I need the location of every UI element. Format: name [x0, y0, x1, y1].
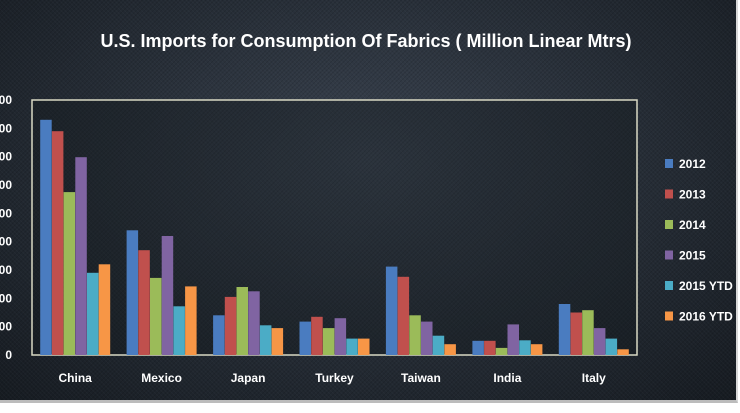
bar-china-2014 [63, 192, 76, 355]
bar-italy-2015-ytd [605, 338, 618, 355]
legend-entry: 2014 [679, 218, 706, 232]
bar-india-2015-ytd [519, 340, 531, 355]
y-axis: 0 100 200 300 400 500 600 700 800 900 [0, 93, 12, 362]
legend-swatch [665, 159, 673, 168]
bar-mexico-2016-ytd [185, 286, 197, 355]
bar-turkey-2016-ytd [358, 338, 370, 355]
bar-italy-2012 [558, 304, 571, 355]
bar-china-2013 [51, 131, 64, 355]
bar-taiwan-2015-ytd [432, 335, 445, 355]
bar-china-2012 [40, 119, 52, 355]
bar-taiwan-2012 [385, 266, 398, 355]
bar-turkey-2014 [322, 328, 335, 355]
legend-entry: 2015 [679, 249, 706, 263]
legend: 2012 2013 2014 2015 2015 YTD 2016 YTD [665, 157, 733, 324]
bar-japan-2013 [224, 296, 237, 355]
bar-india-2013 [484, 340, 496, 355]
bar-japan-2016-ytd [271, 328, 284, 355]
bar-mexico-2012 [126, 230, 139, 355]
bar-india-2016-ytd [530, 344, 543, 355]
bar-taiwan-2016-ytd [444, 344, 456, 355]
plot-area [31, 99, 638, 356]
bar-italy-2014 [582, 310, 594, 355]
x-tick-label: China [59, 371, 93, 385]
legend-swatch [665, 250, 673, 260]
bar-mexico-2015 [161, 236, 174, 355]
y-tick-label: 700 [0, 150, 12, 164]
y-tick-label: 0 [5, 348, 12, 362]
bar-turkey-2013 [311, 316, 323, 356]
legend-entry: 2016 YTD [679, 310, 733, 324]
bar-mexico-2014 [150, 277, 162, 355]
bar-italy-2015 [593, 328, 606, 355]
legend-entry: 2015 YTD [679, 279, 733, 293]
bar-mexico-2013 [138, 250, 150, 355]
y-tick-label: 600 [0, 178, 12, 192]
bar-mexico-2015-ytd [173, 306, 185, 355]
bar-japan-2012 [213, 315, 225, 355]
bar-taiwan-2015 [421, 321, 433, 355]
x-tick-label: Mexico [141, 371, 182, 385]
bar-turkey-2012 [299, 321, 311, 355]
bar-japan-2014 [236, 287, 248, 355]
y-tick-label: 800 [0, 121, 12, 135]
legend-swatch [665, 189, 673, 199]
bar-taiwan-2013 [397, 276, 410, 355]
bar-turkey-2015 [334, 318, 347, 355]
bar-japan-2015 [248, 291, 260, 356]
y-tick-label: 100 [0, 320, 12, 334]
bar-india-2012 [472, 340, 484, 355]
x-tick-label: Italy [582, 371, 606, 385]
y-tick-label: 300 [0, 263, 12, 277]
legend-swatch [665, 281, 673, 290]
y-tick-label: 400 [0, 235, 12, 249]
x-tick-label: Taiwan [401, 371, 441, 385]
bar-india-2015 [507, 324, 519, 355]
chart-background: U.S. Imports for Consumption Of Fabrics … [0, 0, 738, 403]
bar-turkey-2015-ytd [346, 338, 358, 355]
bar-india-2014 [495, 347, 508, 355]
legend-swatch [665, 311, 673, 321]
y-tick-label: 900 [0, 93, 12, 107]
legend-entry: 2013 [679, 188, 706, 202]
bar-italy-2016-ytd [617, 349, 629, 355]
bar-china-2016-ytd [98, 264, 111, 355]
bar-italy-2013 [570, 312, 582, 355]
bar-taiwan-2014 [409, 315, 421, 355]
bar-japan-2015-ytd [259, 325, 272, 356]
x-tick-label: India [493, 371, 521, 385]
bar-chart: U.S. Imports for Consumption Of Fabrics … [0, 31, 733, 385]
bars [40, 119, 629, 356]
y-tick-label: 500 [0, 206, 12, 220]
x-tick-label: Turkey [315, 371, 354, 385]
bar-china-2015-ytd [87, 272, 99, 355]
legend-entry: 2012 [679, 157, 706, 171]
bar-china-2015 [75, 157, 87, 355]
y-tick-label: 200 [0, 291, 12, 305]
x-axis: China Mexico Japan Turkey Taiwan India Italy [59, 371, 607, 385]
chart-title: U.S. Imports for Consumption Of Fabrics … [100, 31, 631, 51]
x-tick-label: Japan [231, 371, 266, 385]
legend-swatch [665, 220, 673, 229]
